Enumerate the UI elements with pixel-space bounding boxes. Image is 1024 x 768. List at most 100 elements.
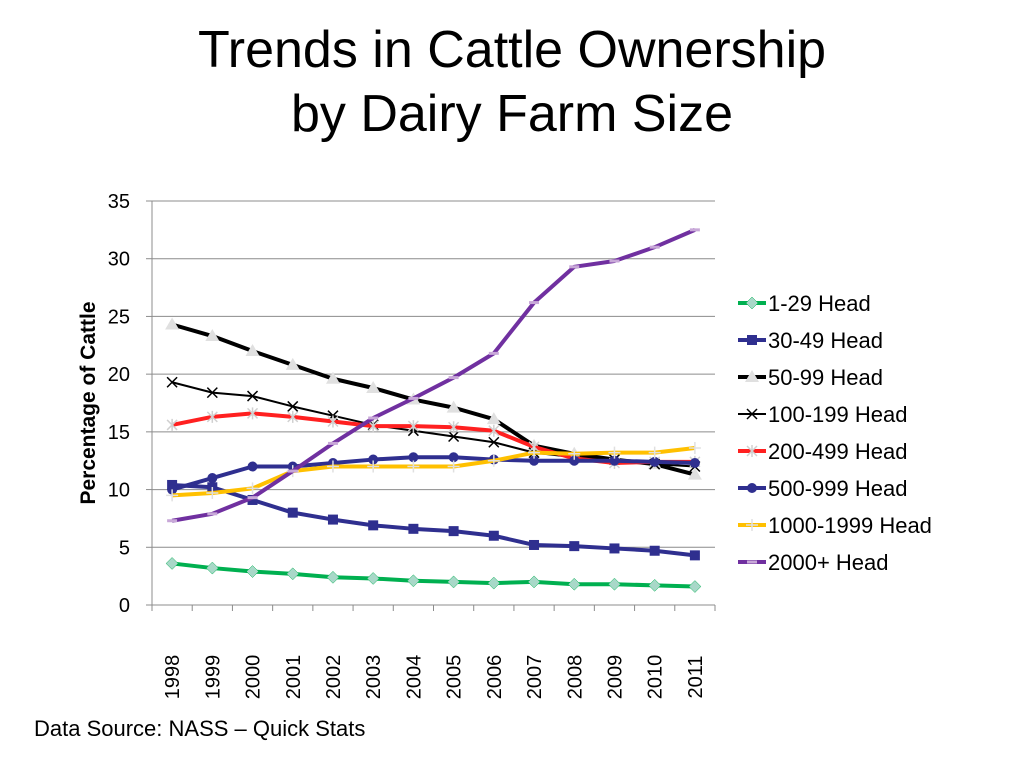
legend-label-500-999-head: 500-999 Head bbox=[768, 476, 907, 501]
data-point-1000-1999-head bbox=[246, 482, 259, 495]
data-point-50-99-head bbox=[325, 371, 340, 384]
x-tick-label: 2004 bbox=[403, 655, 425, 700]
data-point-1-29-head bbox=[688, 580, 702, 593]
data-point-2000-head bbox=[207, 512, 218, 516]
data-point-500-999-head bbox=[448, 452, 459, 463]
data-point-2000-head bbox=[368, 416, 379, 420]
data-point-1000-1999-head bbox=[648, 446, 661, 459]
data-point-50-99-head bbox=[205, 329, 220, 342]
y-tick-label: 5 bbox=[119, 537, 130, 559]
data-point-1-29-head bbox=[246, 565, 259, 578]
data-point-200-499-head bbox=[488, 424, 500, 437]
data-point-1-29-head bbox=[165, 557, 179, 570]
x-tick-label: 1999 bbox=[202, 655, 224, 700]
data-point-2000-head bbox=[649, 245, 660, 249]
y-tick-label: 15 bbox=[108, 422, 130, 444]
data-point-500-999-head bbox=[689, 458, 700, 469]
data-point-50-99-head bbox=[366, 380, 381, 393]
data-point-500-999-head bbox=[207, 473, 218, 484]
legend-marker-100-199-head bbox=[746, 408, 758, 420]
data-point-30-49-head bbox=[488, 530, 499, 541]
title-line-2: by Dairy Farm Size bbox=[290, 85, 734, 143]
legend-label-1000-1999-head: 1000-1999 Head bbox=[768, 513, 932, 538]
x-tick-label: 2001 bbox=[283, 655, 305, 700]
data-point-100-199-head bbox=[448, 430, 460, 443]
data-point-2000-head bbox=[327, 441, 338, 445]
data-point-100-199-head bbox=[287, 400, 299, 412]
data-point-2000-head bbox=[287, 469, 298, 473]
data-point-500-999-head bbox=[368, 454, 379, 465]
data-point-2000-head bbox=[167, 519, 178, 523]
x-tick-label: 2009 bbox=[604, 655, 626, 700]
data-point-200-499-head bbox=[247, 407, 259, 420]
legend-marker-2000-head bbox=[747, 560, 757, 564]
x-tick-label: 2008 bbox=[564, 655, 586, 700]
data-point-30-49-head bbox=[408, 523, 419, 534]
y-tick-label: 25 bbox=[108, 306, 130, 328]
data-point-100-199-head bbox=[166, 376, 178, 388]
data-point-1-29-head bbox=[286, 567, 300, 581]
x-tick-label: 2010 bbox=[645, 655, 667, 700]
y-tick-label: 20 bbox=[108, 364, 130, 386]
x-tick-label: 2005 bbox=[444, 655, 466, 700]
data-point-500-999-head bbox=[529, 455, 540, 466]
data-point-1-29-head bbox=[447, 575, 460, 589]
data-point-30-49-head bbox=[609, 543, 620, 554]
data-point-1-29-head bbox=[205, 561, 219, 575]
data-point-50-99-head bbox=[687, 467, 702, 480]
legend-label-200-499-head: 200-499 Head bbox=[768, 439, 907, 464]
data-point-1-29-head bbox=[608, 577, 621, 591]
data-point-2000-head bbox=[569, 265, 580, 269]
data-point-30-49-head bbox=[247, 494, 258, 505]
data-point-200-499-head bbox=[407, 420, 419, 433]
data-point-1000-1999-head bbox=[166, 489, 179, 502]
legend-marker-200-499-head bbox=[746, 445, 758, 457]
data-point-2000-head bbox=[408, 396, 419, 400]
title-line-1: Trends in Cattle Ownership bbox=[197, 21, 827, 79]
data-point-500-999-head bbox=[569, 455, 580, 466]
data-point-50-99-head bbox=[285, 357, 300, 370]
data-point-1000-1999-head bbox=[407, 460, 420, 473]
data-point-1000-1999-head bbox=[688, 442, 701, 455]
data-point-500-999-head bbox=[609, 455, 620, 466]
data-point-100-199-head bbox=[247, 390, 259, 402]
data-point-200-499-head bbox=[287, 410, 299, 423]
data-point-30-49-head bbox=[649, 545, 660, 556]
data-point-50-99-head bbox=[245, 344, 260, 357]
data-point-500-999-head bbox=[247, 461, 258, 472]
data-point-200-499-head bbox=[448, 421, 460, 434]
legend-marker-50-99-head bbox=[745, 370, 759, 382]
data-point-2000-head bbox=[247, 496, 258, 500]
x-tick-label: 2011 bbox=[685, 655, 707, 698]
series-line-2000-head bbox=[171, 228, 696, 523]
data-point-2000-head bbox=[448, 376, 459, 380]
data-point-200-499-head bbox=[166, 418, 178, 431]
data-source-note: Data Source: NASS – Quick Stats bbox=[34, 716, 366, 741]
data-point-100-199-head bbox=[206, 387, 218, 399]
data-point-30-49-head bbox=[287, 507, 298, 518]
data-point-2000-head bbox=[529, 301, 540, 305]
data-point-2000-head bbox=[689, 228, 700, 232]
data-point-500-999-head bbox=[408, 452, 419, 463]
legend-label-50-99-head: 50-99 Head bbox=[768, 365, 883, 390]
data-point-30-49-head bbox=[327, 514, 338, 525]
data-point-50-99-head bbox=[446, 400, 461, 413]
data-point-1000-1999-head bbox=[447, 460, 460, 473]
data-point-1-29-head bbox=[527, 575, 541, 589]
data-point-200-499-head bbox=[206, 410, 218, 423]
x-tick-label: 2003 bbox=[363, 655, 385, 700]
series-line-1000-1999-head bbox=[171, 446, 696, 498]
x-tick-label: 2006 bbox=[484, 655, 506, 700]
data-point-500-999-head bbox=[649, 456, 660, 467]
page-title: Trends in Cattle Ownership by Dairy Farm… bbox=[0, 18, 1024, 146]
y-tick-label: 30 bbox=[108, 249, 130, 271]
legend-marker-1000-1999-head bbox=[746, 519, 758, 531]
data-point-1-29-head bbox=[648, 579, 662, 592]
data-point-30-49-head bbox=[689, 550, 700, 561]
y-axis-label: Percentage of Cattle bbox=[77, 301, 100, 504]
x-tick-label: 1998 bbox=[162, 655, 184, 700]
x-tick-label: 2007 bbox=[524, 655, 546, 700]
data-point-1-29-head bbox=[366, 572, 380, 585]
series-line-1-29-head bbox=[171, 561, 695, 589]
data-point-1000-1999-head bbox=[367, 460, 380, 473]
